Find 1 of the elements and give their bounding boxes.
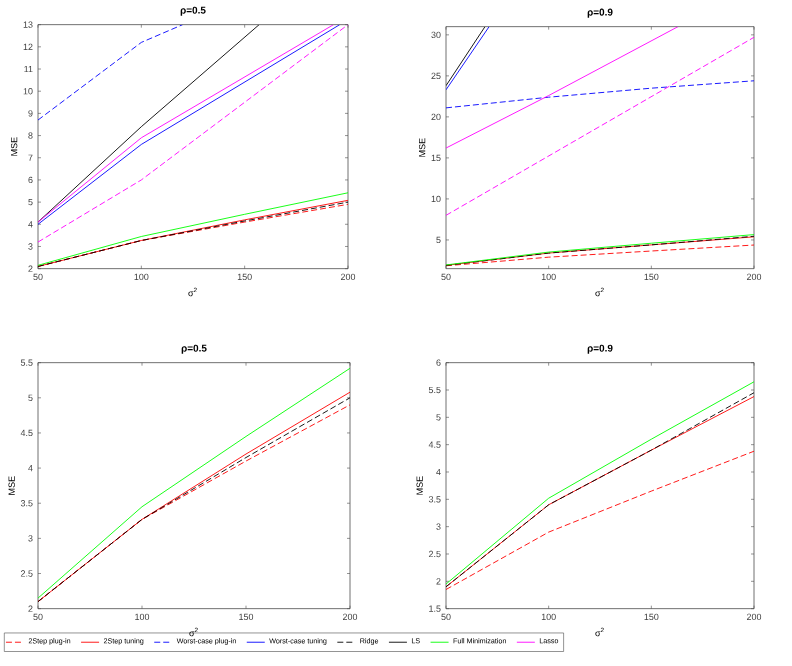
line-series [446,80,754,108]
